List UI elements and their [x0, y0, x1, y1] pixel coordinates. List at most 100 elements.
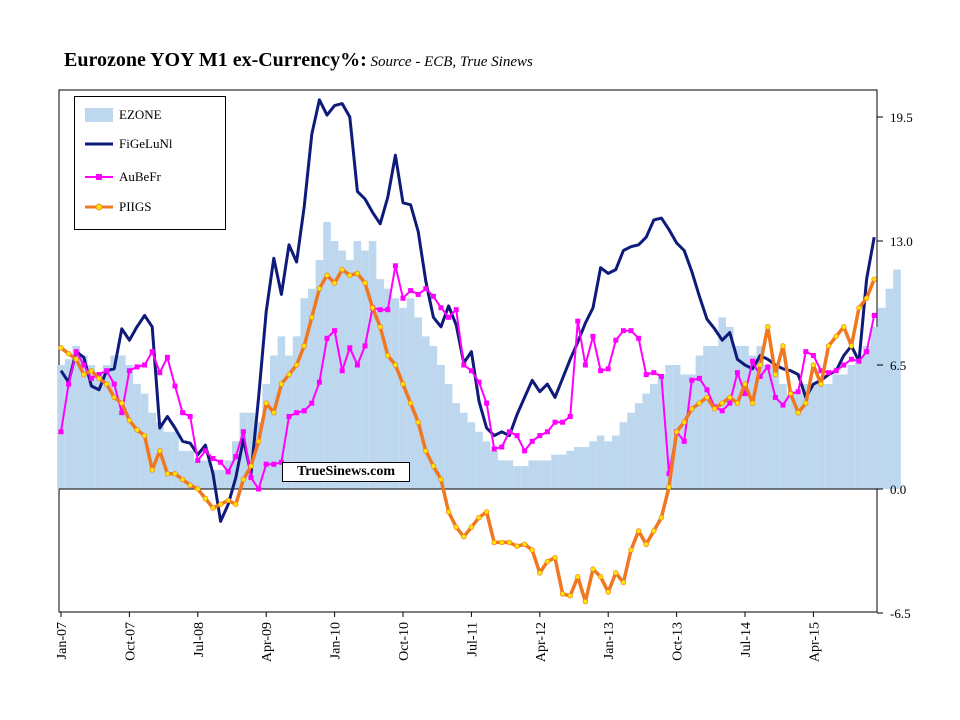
point-aubefr: [362, 343, 368, 349]
point-aubefr: [704, 387, 710, 393]
ezone-bar: [406, 298, 415, 489]
point-piigs: [157, 448, 163, 454]
watermark-label: TrueSinews.com: [282, 462, 410, 482]
x-tick-label: Jan-10: [329, 622, 344, 659]
legend-item-ezone: EZONE: [85, 105, 162, 125]
ezone-bar: [368, 241, 377, 489]
y-tick-label: -6.5: [890, 606, 911, 621]
ezone-bar: [840, 374, 848, 489]
ezone-bar: [254, 422, 263, 489]
point-aubefr: [696, 375, 702, 381]
x-tick-label: Jan-07: [55, 622, 70, 659]
ezone-bar: [323, 221, 331, 489]
point-aubefr: [172, 383, 178, 389]
point-aubefr: [377, 307, 383, 313]
ezone-bar: [232, 441, 240, 489]
ezone-bar: [201, 460, 210, 489]
ezone-bar: [619, 422, 628, 489]
ezone-bar: [171, 431, 179, 489]
ezone-bar: [361, 250, 369, 489]
point-aubefr: [347, 345, 353, 351]
point-aubefr: [681, 438, 687, 444]
point-piigs: [233, 501, 239, 507]
ezone-bar: [885, 288, 894, 489]
x-tick-label: Oct-10: [397, 622, 412, 661]
point-aubefr: [772, 394, 778, 400]
ezone-bar: [384, 288, 392, 489]
point-piigs: [544, 558, 551, 565]
point-piigs: [438, 476, 444, 483]
ezone-bar: [346, 260, 354, 489]
point-piigs: [567, 593, 573, 599]
point-piigs: [863, 295, 870, 301]
point-piigs: [271, 409, 277, 416]
y-tick-label: 0.0: [890, 482, 906, 497]
point-aubefr: [780, 402, 786, 408]
point-aubefr: [218, 459, 224, 465]
point-piigs: [499, 539, 505, 546]
point-aubefr: [582, 362, 588, 368]
ezone-bar: [581, 447, 590, 489]
ezone-bar: [239, 412, 248, 489]
point-aubefr: [841, 362, 847, 368]
point-aubefr: [225, 469, 231, 475]
point-piigs: [673, 429, 680, 435]
ezone-bar: [308, 288, 316, 489]
point-aubefr: [256, 486, 262, 492]
point-piigs: [559, 591, 566, 597]
point-aubefr: [826, 370, 832, 376]
ezone-bar: [703, 345, 711, 489]
ezone-bar: [627, 412, 635, 489]
point-piigs: [385, 352, 391, 359]
point-aubefr: [537, 433, 543, 439]
point-piigs: [400, 381, 406, 387]
ezone-bar: [596, 435, 605, 489]
ezone-bar: [710, 345, 719, 489]
ezone-bar: [893, 269, 901, 489]
ezone-bar: [163, 431, 172, 489]
point-piigs: [225, 497, 231, 504]
ezone-bar: [847, 365, 856, 489]
point-aubefr: [324, 335, 330, 341]
point-piigs: [430, 463, 437, 469]
point-piigs: [172, 471, 178, 477]
ezone-bar: [741, 345, 749, 489]
point-piigs: [65, 350, 72, 357]
point-piigs: [392, 362, 399, 368]
point-piigs: [711, 406, 718, 412]
ezone-bar: [270, 355, 278, 489]
ezone-bar: [429, 345, 438, 489]
point-piigs: [772, 371, 779, 378]
point-aubefr: [499, 444, 505, 450]
point-piigs: [529, 547, 535, 553]
x-tick-label: Jul-11: [465, 622, 480, 656]
ezone-bar: [513, 466, 521, 489]
point-aubefr: [795, 389, 801, 395]
point-piigs: [423, 448, 429, 454]
point-piigs: [521, 541, 528, 548]
point-aubefr: [848, 356, 854, 362]
ezone-bar: [330, 241, 339, 489]
y-axis: 19.5 13.0 6.5 0.0 -6.5: [877, 110, 913, 621]
ezone-bar: [680, 374, 688, 489]
point-piigs: [240, 476, 247, 483]
point-piigs: [780, 343, 786, 349]
point-aubefr: [864, 349, 870, 355]
point-aubefr: [514, 433, 520, 439]
x-tick-label: Jul-08: [192, 622, 207, 657]
y-tick-label: 6.5: [890, 358, 906, 373]
point-aubefr: [400, 295, 406, 301]
point-aubefr: [438, 305, 444, 311]
x-tick-label: Apr-09: [260, 622, 275, 662]
point-aubefr: [248, 475, 254, 481]
point-piigs: [73, 356, 79, 362]
point-aubefr: [567, 414, 573, 420]
point-piigs: [537, 570, 543, 576]
point-piigs: [476, 514, 482, 521]
point-aubefr: [476, 379, 482, 385]
ezone-bar: [95, 374, 103, 489]
ezone-bar: [475, 431, 483, 489]
point-aubefr: [552, 419, 558, 425]
ezone-bar: [102, 365, 111, 489]
ezone-bar: [672, 365, 681, 489]
